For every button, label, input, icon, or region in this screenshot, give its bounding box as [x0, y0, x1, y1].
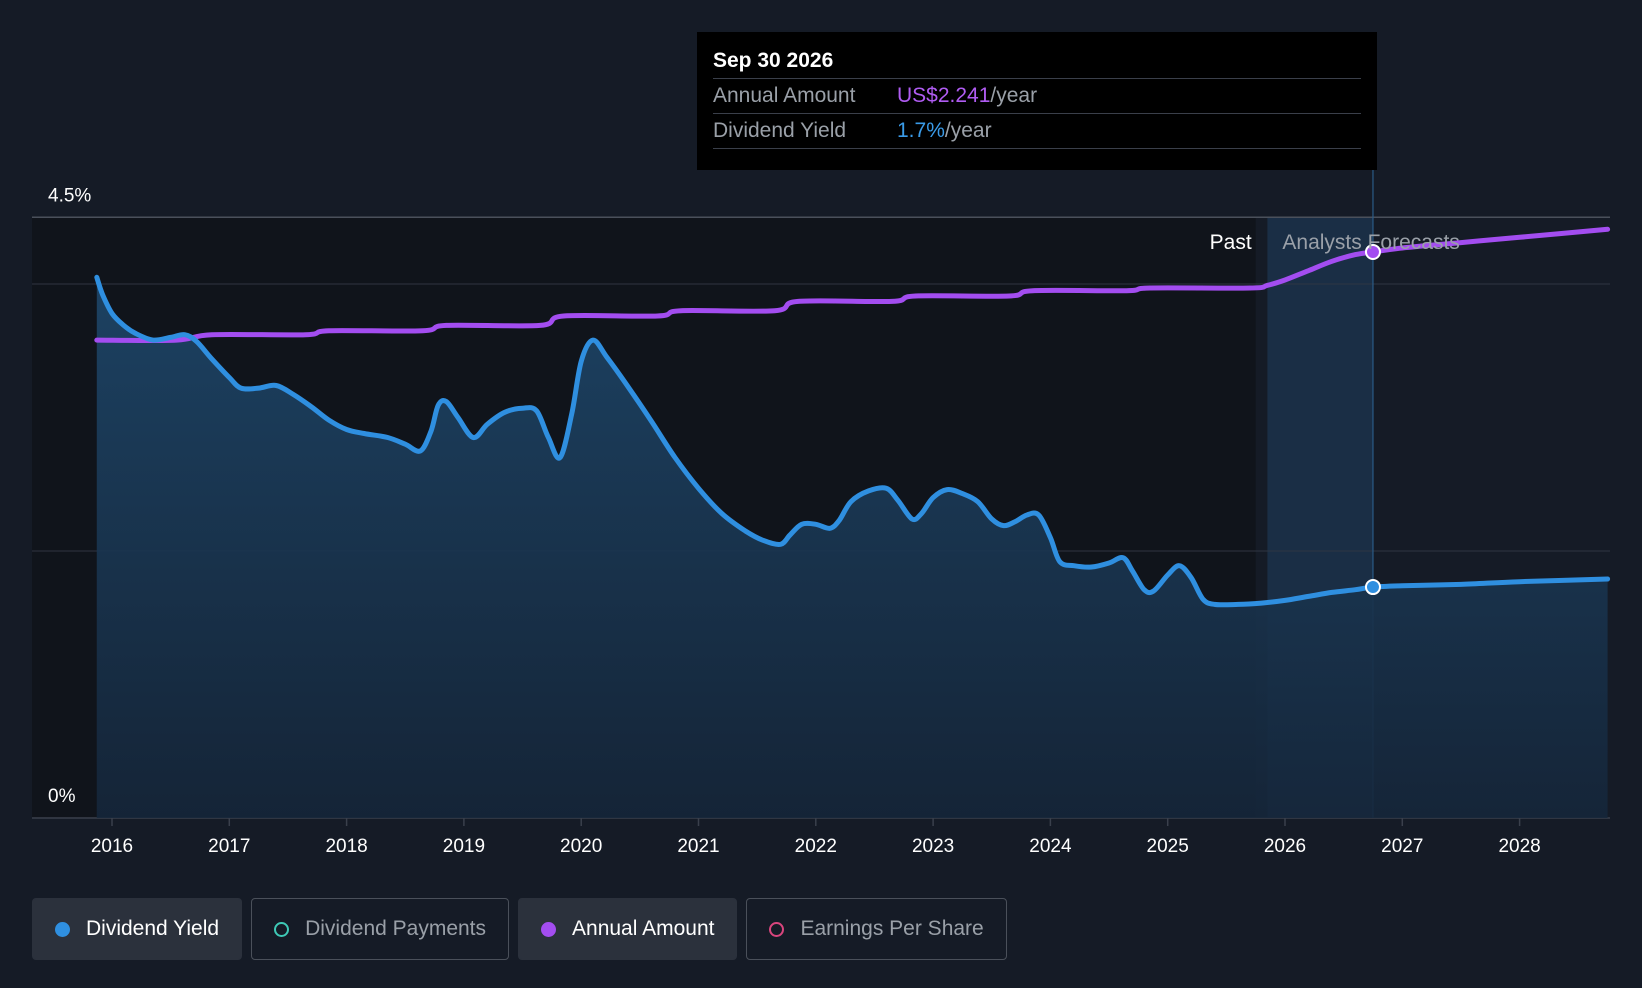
annual-amount-dot-icon	[541, 921, 557, 937]
legend-earnings-per-share-label: Earnings Per Share	[800, 917, 984, 940]
tooltip-row-annual-amount: Annual Amount US$2.241 /year	[713, 79, 1361, 114]
x-tick-label-2022: 2022	[795, 836, 837, 857]
forecast-label: Analysts Forecasts	[1282, 231, 1459, 254]
legend-earnings-per-share-button[interactable]: Earnings Per Share	[746, 898, 1007, 960]
legend-annual-amount-label: Annual Amount	[572, 917, 715, 940]
legend-dividend-payments-button[interactable]: Dividend Payments	[251, 898, 510, 960]
x-tick-label-2019: 2019	[443, 836, 485, 857]
legend-dividend-yield-label: Dividend Yield	[86, 917, 220, 940]
tooltip-date: Sep 30 2026	[713, 46, 1361, 79]
past-label: Past	[1210, 231, 1252, 254]
dividend-yield-marker	[1364, 579, 1381, 596]
y-label-top: 4.5%	[48, 185, 91, 206]
x-tick-label-2017: 2017	[208, 836, 250, 857]
x-tick-label-2028: 2028	[1498, 836, 1540, 857]
legend-dividend-payments-label: Dividend Payments	[305, 917, 487, 940]
x-tick-label-2021: 2021	[677, 836, 719, 857]
dividend-yield-dot-icon	[55, 921, 70, 937]
tooltip: Sep 30 2026 Annual Amount US$2.241 /year…	[697, 32, 1377, 170]
x-tick-label-2020: 2020	[560, 836, 602, 857]
tooltip-dividend-yield-value: 1.7%	[897, 119, 945, 142]
tooltip-dividend-yield-label: Dividend Yield	[713, 119, 847, 142]
x-tick-label-2026: 2026	[1264, 836, 1306, 857]
annual-amount-marker	[1364, 243, 1381, 260]
x-tick-label-2025: 2025	[1147, 836, 1189, 857]
x-tick-label-2018: 2018	[325, 836, 367, 857]
dividend-payments-ring-icon	[274, 921, 290, 937]
tooltip-annual-amount-unit: /year	[990, 84, 1038, 107]
earnings-per-share-ring-icon	[769, 921, 785, 937]
x-tick-label-2024: 2024	[1029, 836, 1072, 857]
tooltip-row-dividend-yield: Dividend Yield 1.7% /year	[713, 114, 1361, 149]
x-tick-label-2027: 2027	[1381, 836, 1423, 857]
dividend-yield-line	[94, 274, 1611, 608]
legend-annual-amount-button[interactable]: Annual Amount	[518, 898, 738, 960]
dividend-yield-area	[96, 277, 1608, 818]
tooltip-annual-amount-label: Annual Amount	[713, 84, 856, 107]
x-tick-label-2016: 2016	[91, 836, 133, 857]
chart-legend: Dividend Yield Dividend Payments Annual …	[32, 898, 1007, 960]
legend-dividend-yield-button[interactable]: Dividend Yield	[32, 898, 243, 960]
annual-amount-line	[94, 226, 1611, 343]
y-label-bottom: 0%	[48, 786, 76, 807]
x-tick-label-2023: 2023	[912, 836, 954, 857]
tooltip-dividend-yield-unit: /year	[944, 119, 992, 142]
tooltip-annual-amount-value: US$2.241	[897, 84, 991, 107]
